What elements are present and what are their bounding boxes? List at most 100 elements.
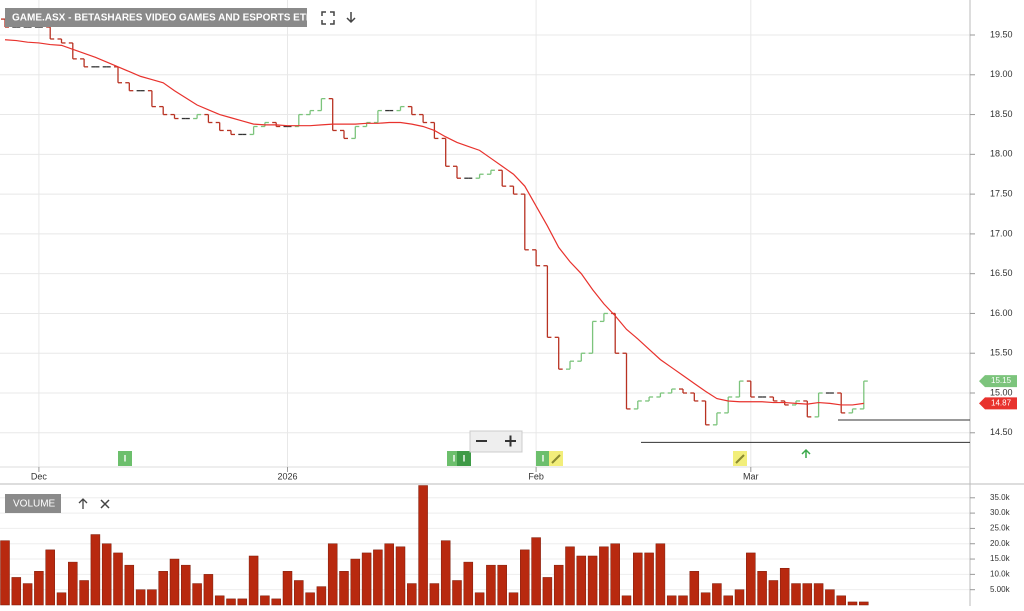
volume-bar (779, 567, 790, 606)
x-tick-label: 2026 (277, 471, 297, 481)
pencil-icon (551, 454, 561, 464)
volume-bar (68, 561, 78, 606)
volume-bar (418, 485, 428, 606)
volume-bar (181, 564, 191, 606)
volume-bar (520, 549, 530, 606)
volume-bar (124, 564, 135, 606)
volume-bar (260, 595, 270, 606)
volume-bar (373, 549, 383, 606)
up-icon[interactable] (78, 498, 88, 509)
volume-bar (734, 589, 745, 606)
volume-bar (339, 571, 349, 606)
volume-bar (802, 583, 813, 606)
volume-bar (610, 543, 620, 606)
volume-bar (576, 555, 587, 606)
volume-bar (723, 595, 733, 606)
x-tick-label: Mar (743, 471, 759, 481)
volume-bar (158, 571, 168, 606)
volume-bar (294, 580, 304, 606)
chart-title: GAME.ASX - BETASHARES VIDEO GAMES AND ES… (12, 13, 312, 24)
y-tick-label: 15.00 (990, 387, 1013, 397)
volume-bar (203, 574, 214, 606)
volume-bar (90, 534, 101, 606)
event-label: I (124, 453, 127, 463)
volume-bar (542, 577, 553, 606)
event-markers: I I I I (118, 448, 811, 466)
y-tick-label: 10.0k (990, 569, 1011, 578)
ma-label: 14.87 (991, 398, 1012, 407)
volume-bar (712, 583, 722, 606)
volume-bar (11, 577, 22, 606)
volume-bar (34, 571, 44, 606)
volume-bar (746, 552, 756, 606)
volume-bar (384, 543, 394, 606)
volume-bar (0, 540, 10, 606)
volume-bar (350, 558, 361, 606)
expand-icon[interactable] (321, 11, 335, 25)
event-box[interactable] (118, 451, 132, 466)
volume-bar (633, 552, 643, 606)
volume-bar (599, 546, 609, 606)
down-icon[interactable] (346, 12, 356, 24)
y-tick-label: 25.0k (990, 524, 1011, 533)
y-tick-label: 15.50 (990, 348, 1013, 358)
zoom-box (469, 430, 523, 453)
volume-bar (689, 571, 700, 606)
event-box[interactable] (536, 451, 550, 466)
volume-bar (361, 552, 372, 606)
volume-bar (553, 564, 564, 606)
volume-bar (859, 601, 869, 606)
volume-bar (237, 598, 248, 606)
volume-bar (768, 580, 779, 606)
title-box (5, 8, 307, 27)
volume-bar (587, 555, 598, 606)
volume-bar (282, 571, 293, 606)
volume-bar (508, 592, 519, 606)
volume-bar (655, 543, 666, 606)
volume-bar (192, 583, 202, 606)
volume-bar (226, 598, 236, 606)
volume-bar (825, 589, 835, 606)
last-price-tag (979, 375, 1017, 388)
volume-bar (474, 592, 485, 606)
event-label: I (453, 453, 456, 463)
y-tick-label: 18.00 (990, 149, 1013, 159)
close-icon[interactable] (100, 499, 110, 509)
y-tick-label: 20.0k (990, 539, 1011, 548)
moving-average (4, 39, 864, 406)
volume-bar (147, 589, 157, 606)
volume-bar (169, 558, 180, 606)
y-tick-label: 16.00 (990, 308, 1013, 318)
volume-title-box (5, 494, 61, 513)
pencil-icon (735, 454, 745, 464)
volume-bar (395, 546, 406, 606)
x-tick-label: Dec (31, 471, 48, 481)
volume-bar (440, 540, 451, 606)
volume-bar (214, 595, 225, 606)
y-tick-label: 19.00 (990, 69, 1013, 79)
event-label: I (542, 453, 545, 463)
y-tick-label: 16.50 (990, 268, 1013, 278)
volume-bar (101, 543, 112, 606)
x-tick-label: Feb (528, 471, 544, 481)
zoom-in[interactable] (505, 435, 516, 447)
volume-title: VOLUME (13, 499, 56, 510)
ma-tag (979, 397, 1017, 410)
volume-bar (305, 592, 315, 606)
expand-glyph (321, 11, 335, 25)
y-tick-label: 5.00k (990, 585, 1011, 594)
zoom-control (469, 430, 523, 453)
volume-bar (316, 586, 327, 606)
volume-bar (757, 571, 767, 606)
volume-bar (486, 564, 496, 606)
volume-bar (791, 583, 801, 606)
volume-bar (45, 549, 55, 606)
grid-layer (0, 0, 970, 591)
y-tick-label: 35.0k (990, 493, 1011, 502)
last-price-label: 15.15 (991, 376, 1012, 385)
event-box[interactable] (457, 451, 471, 466)
volume-bar (56, 592, 67, 606)
volume-bar (847, 601, 858, 606)
